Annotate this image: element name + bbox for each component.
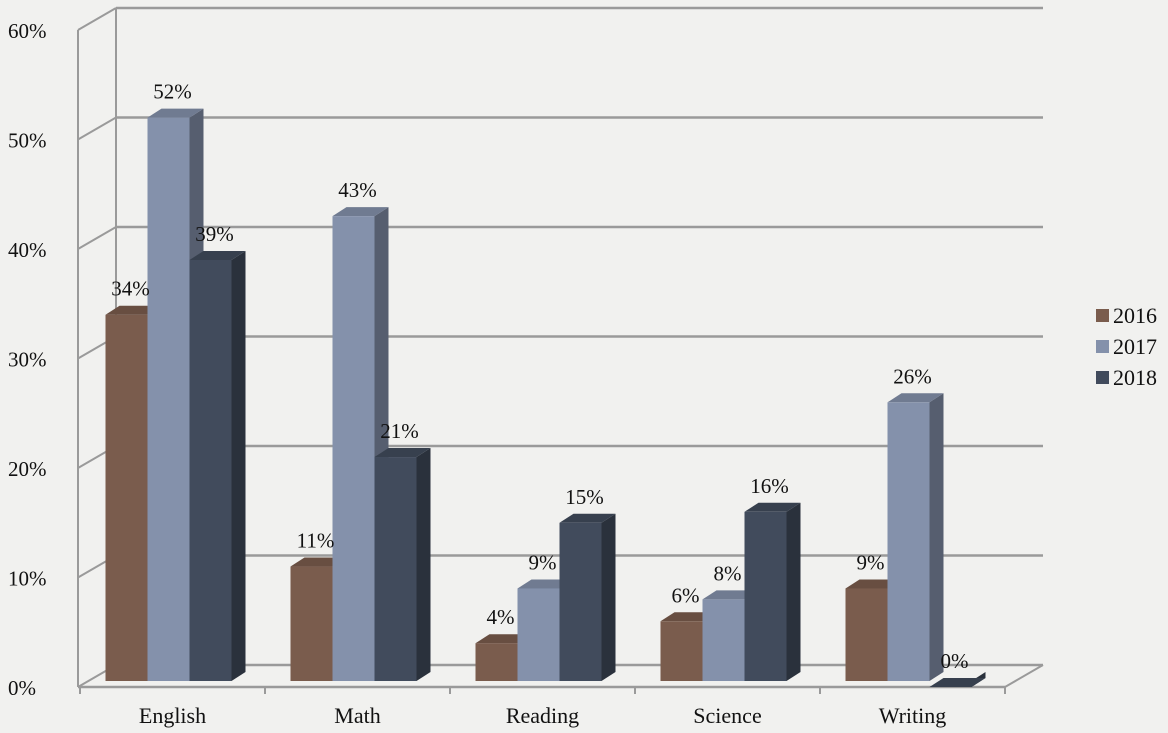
legend: 2016 2017 2018	[1096, 300, 1157, 393]
bar-top	[332, 207, 389, 217]
legend-item-2016: 2016	[1096, 300, 1157, 331]
bar-2018-science	[744, 502, 801, 681]
bar-top	[374, 448, 431, 458]
bar-front	[702, 599, 745, 681]
y-tick-label: 60%	[8, 19, 47, 43]
gridline-connector	[77, 7, 117, 31]
gridlines	[77, 6, 1043, 688]
data-label: 4%	[487, 605, 515, 629]
data-label: 52%	[153, 80, 192, 104]
bar-front	[845, 588, 888, 681]
legend-item-2018: 2018	[1096, 362, 1157, 393]
category-label: Science	[693, 703, 761, 728]
legend-swatch	[1096, 340, 1109, 353]
legend-label: 2016	[1113, 302, 1157, 328]
legend-swatch	[1096, 309, 1109, 322]
data-labels: 34% 52% 39% 11% 43% 21% 4% 9% 15% 6% 8% 16% 9% 26% 0%	[111, 80, 968, 673]
bar-front	[147, 117, 190, 682]
bars	[105, 108, 986, 687]
legend-label: 2017	[1113, 333, 1157, 359]
bar-top	[929, 678, 986, 687]
gridline-connector	[77, 116, 117, 141]
data-label: 43%	[338, 178, 377, 202]
bar-2017-writing	[887, 393, 944, 681]
bar-top	[189, 250, 246, 260]
y-tick-label: 30%	[8, 348, 47, 372]
category-label: Writing	[879, 703, 947, 728]
legend-swatch	[1096, 371, 1109, 384]
bar-2018-writing	[929, 672, 986, 687]
data-label: 9%	[529, 550, 557, 574]
bar-front	[744, 511, 787, 681]
category-label: Math	[334, 703, 380, 728]
data-label: 34%	[111, 277, 150, 301]
y-tick-label: 10%	[8, 567, 47, 591]
data-label: 6%	[672, 583, 700, 607]
category-label: Reading	[506, 703, 579, 728]
data-label: 26%	[893, 364, 932, 388]
bar-side	[601, 513, 616, 681]
data-label: 21%	[380, 419, 419, 443]
data-label: 39%	[195, 222, 234, 246]
data-label: 11%	[297, 529, 335, 553]
y-tick-label: 40%	[8, 238, 47, 262]
gridline-connector	[77, 226, 117, 250]
bar-front	[517, 588, 560, 681]
bar-side	[231, 250, 246, 681]
bar-2018-reading	[559, 513, 616, 681]
y-tick-label: 50%	[8, 129, 47, 153]
bar-2018-math	[374, 448, 431, 681]
bar-front	[559, 522, 602, 681]
legend-label: 2018	[1113, 364, 1157, 390]
bar-side	[929, 393, 944, 681]
bar-front	[290, 566, 333, 681]
bar-top	[147, 108, 204, 118]
data-label: 16%	[750, 474, 789, 498]
data-label: 9%	[857, 550, 885, 574]
bar-front	[374, 457, 417, 681]
bar-front	[332, 216, 375, 681]
data-label: 0%	[941, 649, 969, 673]
bar-top	[559, 513, 616, 523]
bar-front	[189, 259, 232, 681]
bar-top	[887, 393, 944, 403]
bar-front	[105, 314, 148, 681]
bar-front	[475, 643, 518, 681]
bar-front	[887, 402, 930, 681]
bar-side	[416, 448, 431, 681]
y-tick-label: 0%	[8, 676, 36, 700]
bar-side	[786, 502, 801, 681]
floor-edge	[1004, 664, 1044, 688]
bar-2018-english	[189, 250, 246, 681]
bar-front	[660, 621, 703, 681]
y-tick-label: 20%	[8, 457, 47, 481]
bar-top	[744, 502, 801, 512]
legend-item-2017: 2017	[1096, 331, 1157, 362]
category-label: English	[139, 703, 206, 728]
data-label: 8%	[714, 561, 742, 585]
data-label: 15%	[565, 485, 604, 509]
